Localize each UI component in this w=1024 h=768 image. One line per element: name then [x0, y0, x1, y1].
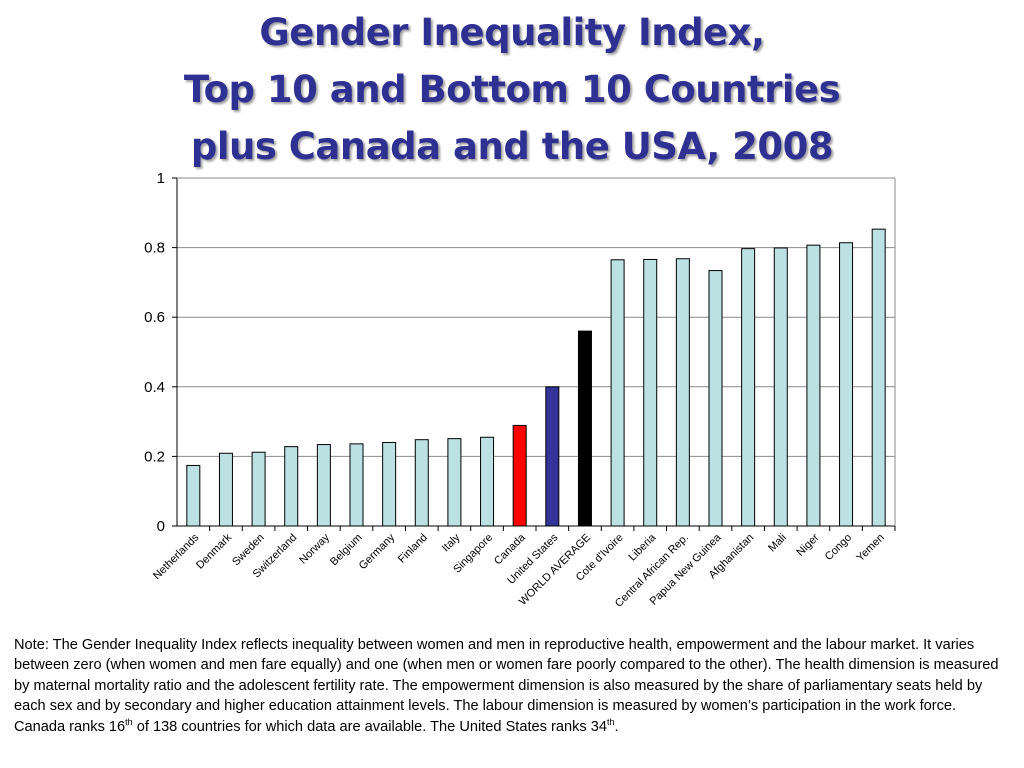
- footnote-sup-a: th: [125, 716, 133, 727]
- chart-title-line-1: Gender Inequality Index,: [259, 11, 765, 54]
- bar: [610, 259, 625, 527]
- chart-title-line-3: plus Canada and the USA, 2008: [190, 125, 834, 168]
- bar: [512, 424, 527, 527]
- bar: [773, 247, 788, 527]
- y-tick-label: 0.2: [144, 448, 165, 465]
- x-tick-label: Yemen: [854, 532, 886, 564]
- bar: [577, 330, 592, 527]
- axes: [172, 177, 896, 531]
- bar: [414, 439, 429, 527]
- x-tick-label: Finland: [396, 532, 430, 566]
- footnote-text-a: Note: The Gender Inequality Index reflec…: [14, 637, 999, 735]
- y-tick-labels: 0 0.2 0.4 0.6 0.8 1: [144, 170, 165, 535]
- x-tick-label: Niger: [794, 531, 821, 558]
- footnote-text-c: .: [614, 718, 619, 735]
- bar: [447, 438, 462, 527]
- bar: [480, 436, 495, 527]
- y-tick-label: 0.4: [144, 379, 165, 396]
- bar: [545, 386, 560, 527]
- bar: [382, 441, 397, 527]
- bar: [839, 242, 854, 527]
- x-tick-label: Liberia: [627, 531, 659, 563]
- x-tick-label: Norway: [297, 531, 332, 566]
- x-tick-label: Congo: [823, 532, 854, 563]
- y-tick-label: 0.8: [144, 240, 165, 257]
- x-tick-labels: NetherlandsDenmarkSwedenSwitzerlandNorwa…: [151, 531, 887, 610]
- x-tick-label: Mali: [766, 532, 789, 555]
- bar: [251, 451, 266, 527]
- x-tick-label: Netherlands: [151, 531, 202, 582]
- bar: [284, 446, 299, 527]
- bar-chart: 0 0.2 0.4 0.6 0.8 1 NetherlandsDenmarkSwedenS…: [144, 170, 896, 610]
- x-tick-label: Italy: [440, 531, 463, 554]
- chart-title: Gender Inequality Index, Top 10 and Bott…: [0, 4, 1024, 175]
- footnote: Note: The Gender Inequality Index reflec…: [14, 635, 1010, 737]
- x-tick-label: Denmark: [194, 531, 234, 571]
- bar: [708, 270, 723, 527]
- footnote-text-b: of 138 countries for which data are avai…: [132, 718, 607, 735]
- bar: [871, 228, 886, 527]
- bars: [186, 228, 886, 527]
- bar: [741, 248, 756, 527]
- bar: [349, 443, 364, 527]
- chart-title-line-2: Top 10 and Bottom 10 Countries: [183, 68, 841, 111]
- bar: [806, 244, 821, 527]
- bar: [316, 444, 331, 527]
- footnote-sup-b: th: [606, 716, 615, 727]
- x-tick-label: Germany: [357, 531, 398, 572]
- y-tick-label: 0: [157, 518, 165, 535]
- bar: [218, 452, 233, 527]
- bar: [643, 258, 658, 527]
- bar: [186, 464, 201, 527]
- bar: [675, 258, 690, 527]
- y-tick-label: 1: [157, 170, 165, 187]
- y-tick-label: 0.6: [144, 309, 165, 326]
